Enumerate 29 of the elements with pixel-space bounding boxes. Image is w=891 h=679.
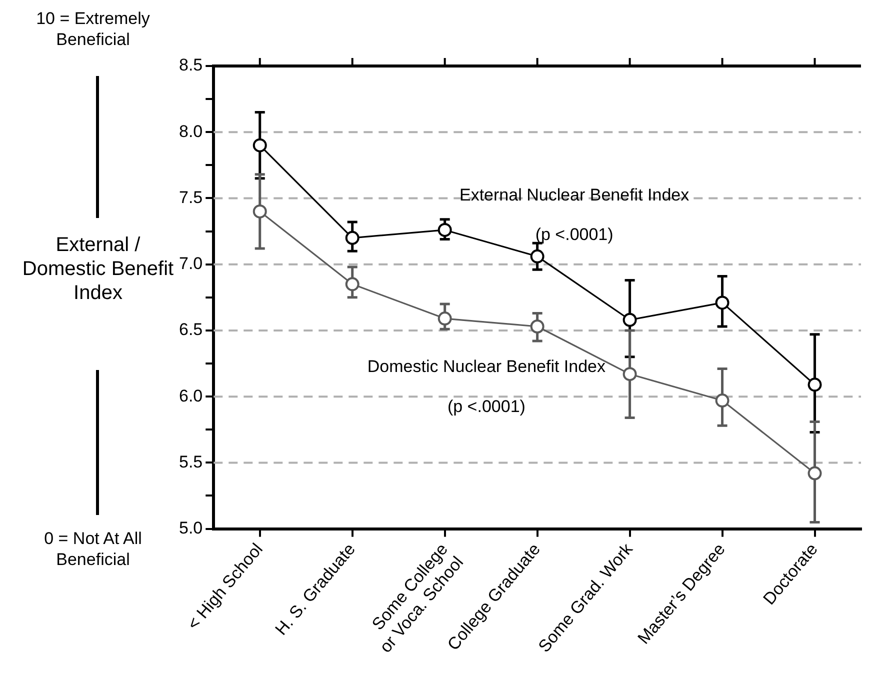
point	[345, 230, 360, 245]
annotation: (p <.0001)	[447, 396, 526, 416]
point	[252, 138, 267, 152]
y-tick-label: 7.5	[178, 188, 203, 207]
annotation: External Nuclear Benefit Index	[459, 185, 690, 204]
y-tick-label: 5.5	[178, 452, 203, 472]
point	[808, 378, 822, 392]
point	[252, 204, 267, 218]
point	[808, 466, 822, 480]
y-axis-title: External / Domestic Benefit Index	[21, 233, 175, 305]
point	[530, 319, 544, 334]
point	[715, 394, 730, 408]
y-tick-label: 6.5	[178, 320, 203, 340]
point	[622, 312, 637, 327]
y-tick-label: 8.5	[178, 56, 203, 75]
text: 0 = Not At All Beneficial	[43, 528, 143, 570]
y-tick-label: 8.0	[178, 122, 203, 141]
point	[345, 277, 360, 292]
y-tick-label: 5.0	[178, 518, 203, 538]
annotation: (p <.0001)	[535, 224, 614, 244]
annotation: Domestic Nuclear Benefit Index	[367, 357, 606, 376]
y-tick-label: 7.0	[178, 254, 203, 274]
text: 10 = Extremely Beneficial	[35, 8, 151, 50]
point	[438, 312, 452, 326]
point	[715, 296, 730, 310]
y-tick-label: 6.0	[178, 386, 203, 406]
point	[438, 222, 452, 237]
point	[622, 367, 637, 382]
point	[530, 249, 544, 264]
